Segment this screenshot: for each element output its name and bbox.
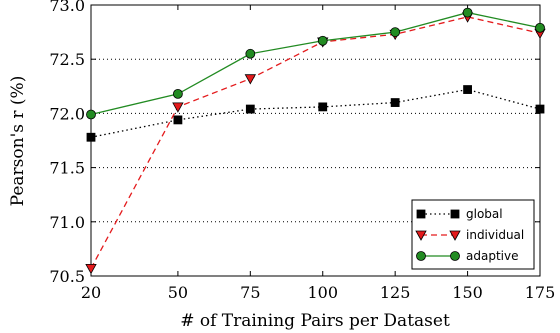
legend-marker-global [416, 209, 426, 219]
y-axis: 70.5 71.0 71.5 72.0 72.5 73.0 [49, 0, 540, 286]
legend-label-global: global [466, 207, 503, 221]
data-point-adaptive [245, 48, 256, 59]
data-point-global [245, 104, 255, 114]
series-global [86, 85, 545, 142]
x-axis-label: # of Training Pairs per Dataset [180, 311, 450, 331]
grid [91, 58, 540, 223]
x-tick-label: 175 [525, 283, 556, 302]
data-point-global [173, 115, 183, 125]
legend: global individual adaptive [411, 199, 535, 270]
x-tick-label: 100 [307, 283, 338, 302]
x-tick-label: 150 [452, 283, 483, 302]
x-tick-label: 20 [81, 283, 101, 302]
data-point-adaptive [462, 7, 473, 18]
series-line-adaptive [90, 11, 541, 116]
data-point-individual [172, 102, 184, 113]
y-tick-label: 71.0 [49, 213, 85, 232]
series-group [85, 7, 546, 275]
legend-marker-individual [415, 230, 427, 241]
data-point-global [390, 98, 400, 107]
data-point-adaptive [86, 109, 96, 120]
legend-marker-individual [449, 230, 461, 241]
y-tick-label: 71.5 [49, 159, 85, 178]
legend-marker-adaptive [450, 251, 460, 261]
legend-marker-adaptive [416, 251, 426, 261]
y-tick-label: 72.0 [49, 104, 85, 123]
data-point-adaptive [317, 35, 328, 46]
data-point-global [535, 104, 545, 114]
data-point-individual [85, 264, 97, 275]
x-tick-label: 50 [168, 283, 188, 302]
x-axis: 20 50 75 100 125 150 175 [81, 5, 555, 302]
legend-label-individual: individual [466, 228, 524, 242]
y-tick-label: 73.0 [49, 0, 85, 15]
data-point-global [463, 85, 472, 94]
y-tick-label: 72.5 [49, 50, 85, 69]
x-tick-label: 125 [380, 283, 411, 302]
data-point-global [86, 132, 96, 142]
y-tick-label: 70.5 [49, 267, 85, 286]
x-tick-label: 75 [240, 283, 260, 302]
series-adaptive [86, 7, 545, 120]
legend-marker-global [450, 209, 460, 219]
legend-label-adaptive: adaptive [466, 249, 518, 263]
data-point-adaptive [535, 22, 545, 33]
y-axis-label: Pearson's r (%) [8, 76, 28, 207]
data-point-adaptive [390, 27, 401, 37]
data-point-global [318, 102, 328, 112]
data-point-individual [244, 74, 257, 85]
data-point-adaptive [173, 88, 183, 99]
